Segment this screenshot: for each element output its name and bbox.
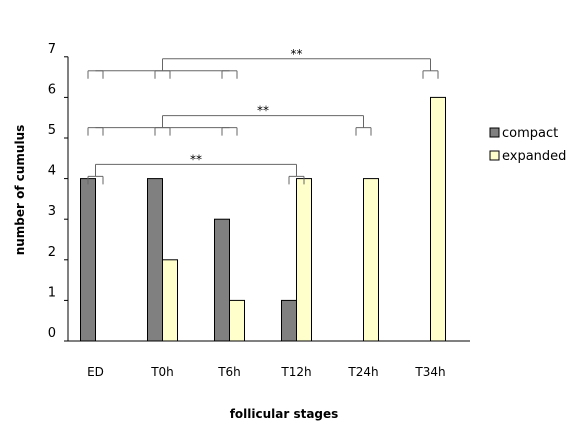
x-tick-label: T12h xyxy=(280,365,311,379)
bar-expanded xyxy=(162,259,178,342)
bar-compact xyxy=(281,299,297,342)
legend-label-expanded: expanded xyxy=(502,149,566,164)
significance-label: ** xyxy=(291,47,303,61)
legend-label-compact: compact xyxy=(502,126,558,141)
axis-layer: 0 1 2 3 4 5 6 7 ED T0h T6h T12h T24h T34h xyxy=(48,42,470,379)
y-tick-label: 5 xyxy=(48,123,56,138)
x-tick-label: ED xyxy=(87,365,104,379)
x-tick-label: T6h xyxy=(217,365,241,379)
y-tick-label: 4 xyxy=(48,164,56,179)
legend: compact expanded xyxy=(489,126,566,164)
bar-expanded xyxy=(296,178,312,342)
y-tick-label: 3 xyxy=(48,204,56,219)
y-tick-label: 6 xyxy=(48,82,56,97)
annotation-layer: ** ** ** xyxy=(87,47,439,185)
bar-expanded xyxy=(363,178,379,342)
bar-compact xyxy=(214,218,230,342)
significance-label: ** xyxy=(190,152,202,166)
bar-expanded xyxy=(430,96,446,342)
legend-swatch-compact xyxy=(489,127,500,138)
bar-compact xyxy=(147,178,163,342)
x-tick-label: T34h xyxy=(414,365,445,379)
y-tick-label: 0 xyxy=(48,326,56,341)
y-axis-title: number of cumulus xyxy=(13,125,27,256)
bar-expanded xyxy=(229,299,245,342)
significance-label: ** xyxy=(257,104,269,118)
y-tick-label: 2 xyxy=(48,245,56,260)
x-tick-label: T0h xyxy=(150,365,174,379)
y-tick-label: 1 xyxy=(48,285,56,300)
y-tick-label: 7 xyxy=(48,42,56,57)
bar-compact xyxy=(80,178,96,342)
x-axis-title: follicular stages xyxy=(230,407,339,421)
legend-swatch-expanded xyxy=(489,150,500,161)
bars-layer xyxy=(80,96,446,342)
x-tick-label: T24h xyxy=(347,365,378,379)
